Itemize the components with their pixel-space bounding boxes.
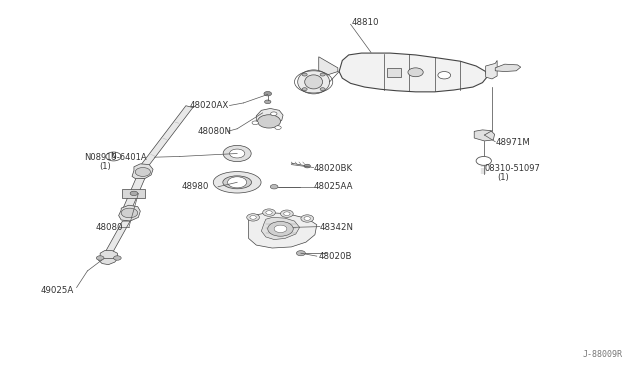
Polygon shape: [132, 164, 153, 179]
Text: 08310-51097: 08310-51097: [484, 164, 540, 173]
Text: N08919-6401A: N08919-6401A: [84, 153, 147, 162]
Ellipse shape: [213, 171, 261, 193]
Circle shape: [135, 167, 150, 176]
Circle shape: [228, 177, 246, 188]
Circle shape: [274, 225, 287, 232]
Polygon shape: [486, 61, 497, 79]
Polygon shape: [104, 221, 130, 253]
Circle shape: [97, 256, 104, 260]
Circle shape: [230, 149, 245, 158]
Text: 48020BK: 48020BK: [314, 164, 353, 173]
Circle shape: [223, 145, 251, 161]
Circle shape: [481, 159, 487, 163]
Circle shape: [275, 126, 281, 129]
Circle shape: [304, 164, 310, 168]
Circle shape: [302, 73, 307, 76]
Circle shape: [320, 73, 325, 76]
Circle shape: [304, 217, 310, 220]
Circle shape: [130, 191, 138, 196]
Circle shape: [284, 212, 290, 215]
Circle shape: [266, 211, 272, 214]
Circle shape: [121, 208, 138, 218]
Polygon shape: [339, 53, 487, 92]
Polygon shape: [137, 106, 193, 172]
Circle shape: [270, 185, 278, 189]
Circle shape: [438, 71, 451, 79]
Circle shape: [264, 92, 271, 96]
Ellipse shape: [223, 176, 252, 189]
Circle shape: [271, 112, 277, 116]
Bar: [122, 189, 145, 198]
Circle shape: [246, 214, 259, 221]
Polygon shape: [319, 57, 338, 75]
Circle shape: [476, 157, 492, 165]
Circle shape: [408, 68, 423, 77]
Polygon shape: [118, 205, 140, 221]
Circle shape: [301, 215, 314, 222]
Polygon shape: [256, 109, 283, 125]
Circle shape: [113, 256, 121, 260]
Ellipse shape: [298, 70, 330, 94]
Circle shape: [257, 115, 280, 128]
Circle shape: [296, 251, 305, 256]
Text: (1): (1): [99, 162, 111, 171]
Text: 48980: 48980: [181, 182, 209, 191]
Text: 48810: 48810: [352, 18, 380, 27]
Text: J-88009R: J-88009R: [582, 350, 623, 359]
Polygon shape: [248, 212, 317, 248]
Ellipse shape: [305, 75, 323, 89]
Polygon shape: [99, 251, 118, 264]
Bar: [387, 68, 401, 77]
Polygon shape: [474, 130, 495, 141]
Polygon shape: [261, 217, 300, 240]
Text: 48080: 48080: [96, 223, 123, 232]
Circle shape: [252, 121, 259, 125]
Text: 48971M: 48971M: [496, 138, 531, 147]
Circle shape: [106, 152, 121, 161]
Text: 48020B: 48020B: [319, 252, 352, 262]
Circle shape: [250, 215, 256, 219]
Circle shape: [280, 210, 293, 217]
Text: 48025AA: 48025AA: [314, 182, 353, 191]
Polygon shape: [123, 179, 145, 208]
Circle shape: [477, 157, 490, 164]
Circle shape: [320, 88, 325, 91]
Circle shape: [262, 209, 275, 216]
Text: 49025A: 49025A: [41, 286, 74, 295]
Text: 48020AX: 48020AX: [189, 101, 228, 110]
Circle shape: [268, 221, 293, 236]
Text: 48342N: 48342N: [320, 223, 354, 232]
Polygon shape: [495, 64, 521, 71]
Text: N: N: [111, 152, 116, 161]
Text: (1): (1): [497, 173, 509, 182]
Circle shape: [302, 88, 307, 91]
Circle shape: [264, 100, 271, 104]
Text: 48080N: 48080N: [198, 127, 232, 136]
